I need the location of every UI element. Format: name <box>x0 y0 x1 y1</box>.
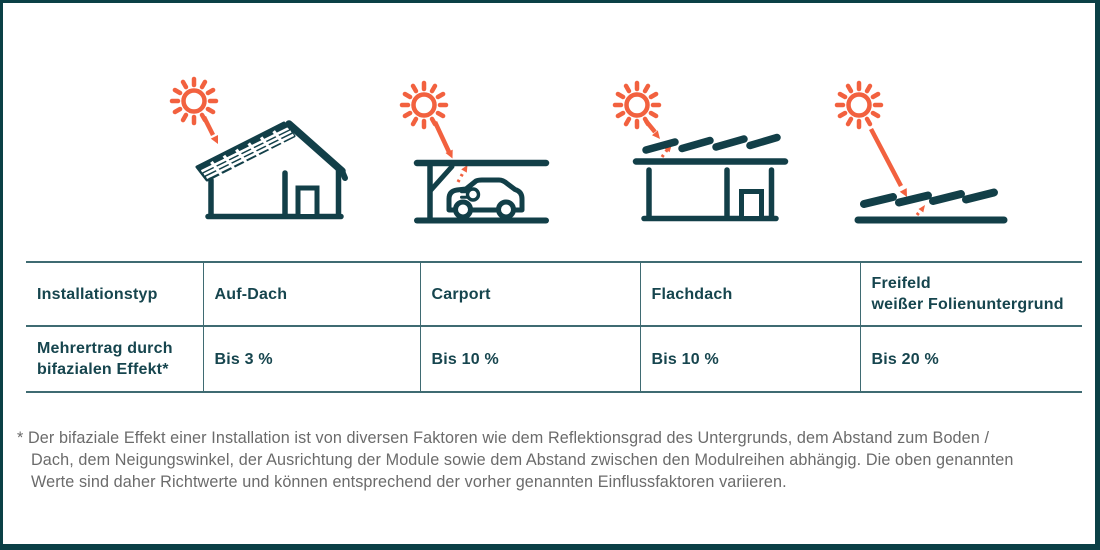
sun-icon <box>837 83 881 127</box>
flat-roof-icon <box>599 63 789 222</box>
header-flachdach: Flachdach <box>639 262 860 326</box>
header-carport: Carport <box>419 262 640 326</box>
sunlight-arrow <box>869 127 907 197</box>
table-header-row: Installationstyp Auf-Dach Carport Flachd… <box>26 262 1082 326</box>
solar-cells-grid <box>200 127 295 179</box>
carport-structure <box>413 159 550 224</box>
row-label-extra-yield: Mehrertrag durch bifazialen Effekt* <box>26 325 203 392</box>
value-auf-dach: Bis 3 % <box>202 325 420 392</box>
value-freifeld: Bis 20 % <box>859 325 1082 392</box>
value-flachdach: Bis 10 % <box>639 325 860 392</box>
house-door <box>295 185 320 219</box>
sun-icon <box>402 83 446 127</box>
header-auf-dach: Auf-Dach <box>202 262 420 326</box>
sun-icon <box>615 83 659 127</box>
carport-icon <box>389 63 550 224</box>
reflection-arrow <box>915 205 925 216</box>
sunlight-arrow <box>432 121 453 159</box>
rooftop-house-icon <box>151 61 348 220</box>
sunlight-arrow <box>644 119 660 139</box>
sunlight-arrow <box>201 115 218 144</box>
footnote: * Der bifaziale Effekt einer Installatio… <box>17 427 1093 493</box>
car-wheel <box>496 199 516 220</box>
footnote-line: Werte sind daher Richtwerte und können e… <box>31 473 787 491</box>
ground-modules <box>854 188 1008 224</box>
ground-mount-icon <box>814 63 1008 224</box>
sun-icon <box>172 79 216 123</box>
yield-table: Installationstyp Auf-Dach Carport Flachd… <box>26 261 1082 393</box>
footnote-line: * Der bifaziale Effekt einer Installatio… <box>17 429 990 447</box>
house-figure <box>195 120 348 220</box>
header-freifeld: Freifeld weißer Folienuntergrund <box>859 262 1082 326</box>
electric-car <box>446 177 525 220</box>
reflection-arrow <box>456 165 468 183</box>
value-carport: Bis 10 % <box>419 325 640 392</box>
building-door <box>739 189 764 221</box>
table-value-row: Mehrertrag durch bifazialen Effekt* Bis … <box>26 325 1082 392</box>
charging-plug-icon <box>460 187 481 202</box>
car-wheel <box>453 199 473 220</box>
row-label-installation-type: Installationstyp <box>37 285 158 303</box>
flat-roof-building <box>632 133 789 222</box>
footnote-line: Dach, dem Neigungswinkel, der Ausrichtun… <box>31 451 1014 469</box>
solar-modules <box>642 133 781 154</box>
